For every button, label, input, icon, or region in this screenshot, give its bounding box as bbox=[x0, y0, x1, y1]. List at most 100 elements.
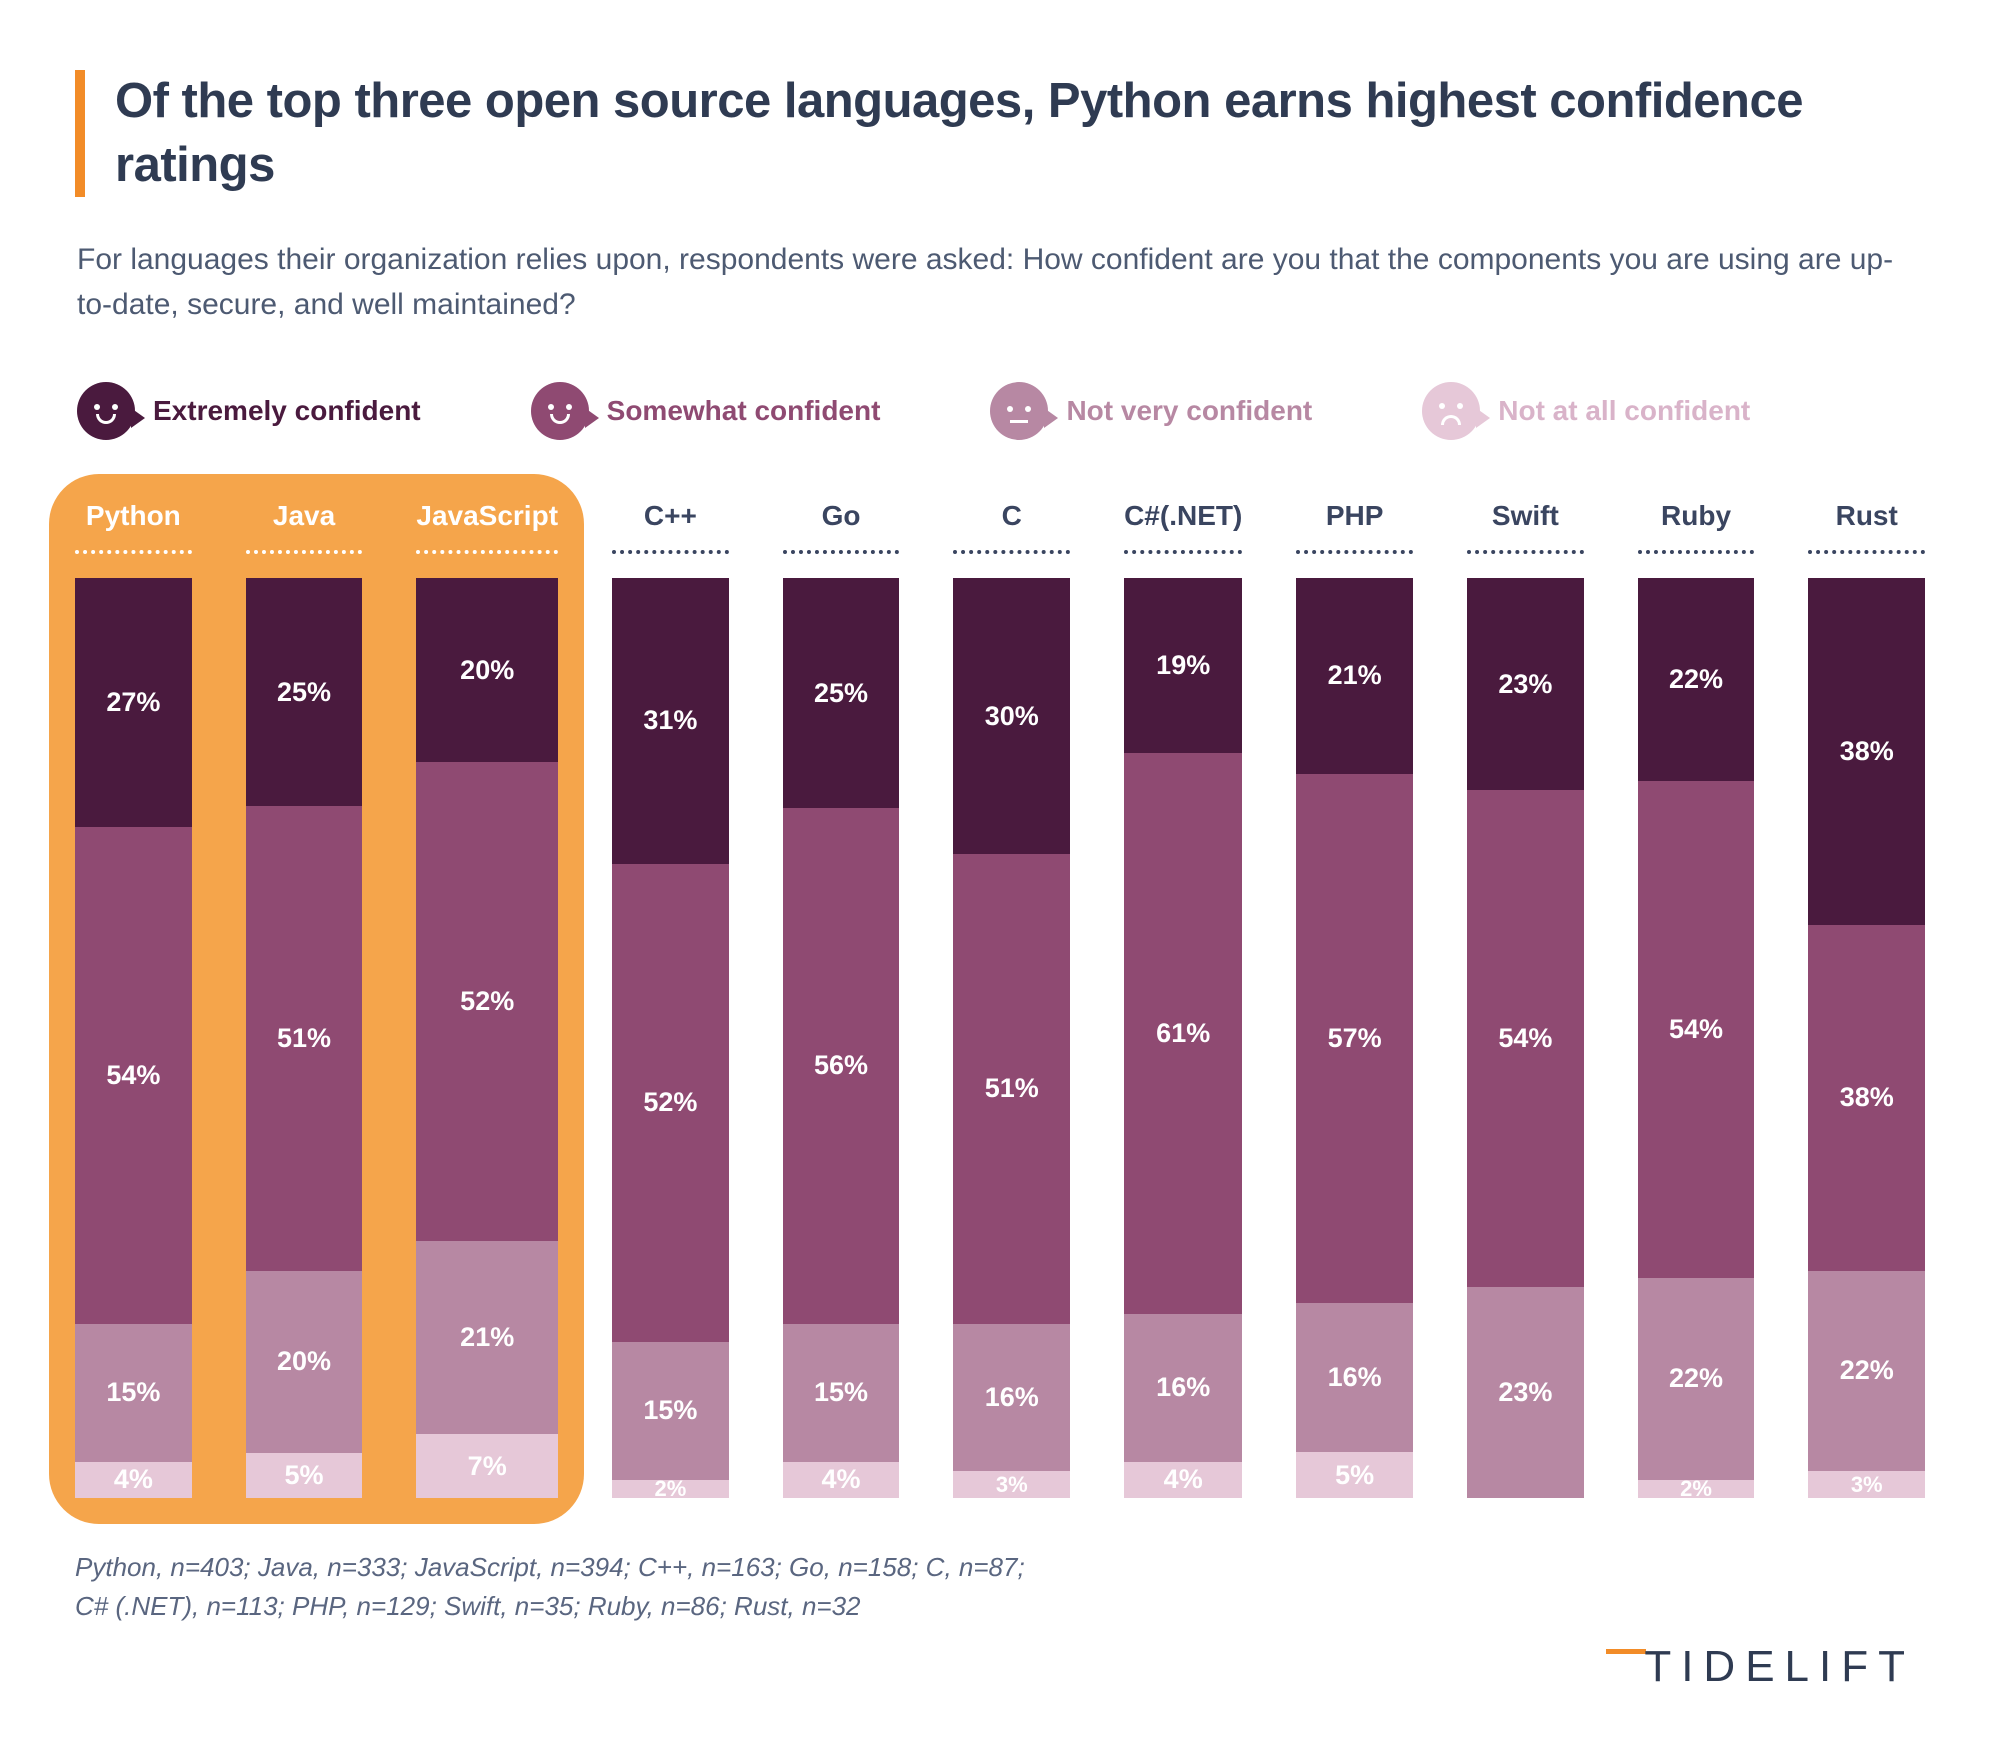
stacked-bar: 25%56%15%4% bbox=[783, 578, 900, 1498]
column-label: Rust bbox=[1836, 500, 1898, 540]
bar-segment: 27% bbox=[75, 578, 192, 826]
legend-label: Somewhat confident bbox=[607, 395, 881, 427]
column-label: Python bbox=[86, 500, 181, 540]
chart-column: Go 25%56%15%4% bbox=[783, 500, 900, 1498]
bar-segment: 2% bbox=[612, 1480, 729, 1498]
bar-segment: 3% bbox=[953, 1471, 1070, 1499]
legend-face-icon bbox=[77, 382, 135, 440]
bar-segment: 52% bbox=[416, 762, 558, 1240]
stacked-bar: 19%61%16%4% bbox=[1124, 578, 1242, 1498]
bar-segment: 20% bbox=[246, 1271, 363, 1453]
column-label: Go bbox=[822, 500, 861, 540]
bar-segment: 16% bbox=[1296, 1303, 1413, 1452]
chart-column: C 30%51%16%3% bbox=[953, 500, 1070, 1498]
bar-segment: 4% bbox=[783, 1462, 900, 1499]
legend-item: Not very confident bbox=[990, 382, 1312, 440]
bar-segment: 38% bbox=[1808, 925, 1925, 1271]
bar-segment: 30% bbox=[953, 578, 1070, 854]
stacked-bar: 25%51%20%5% bbox=[246, 578, 363, 1498]
column-divider bbox=[75, 550, 192, 554]
bar-segment: 54% bbox=[1638, 781, 1755, 1278]
chart-area: Python27%54%15%4%Java25%51%20%5%JavaScri… bbox=[75, 500, 1925, 1498]
bar-segment: 56% bbox=[783, 808, 900, 1323]
chart-column: C++31%52%15%2% bbox=[612, 500, 729, 1498]
chart-column: JavaScript 20%52%21%7% bbox=[416, 500, 558, 1498]
bar-segment: 19% bbox=[1124, 578, 1242, 753]
chart-column: Ruby22%54%22%2% bbox=[1638, 500, 1755, 1498]
column-label: JavaScript bbox=[416, 500, 558, 540]
stacked-bar: 30%51%16%3% bbox=[953, 578, 1070, 1498]
chart-column: Java 25%51%20%5% bbox=[246, 500, 363, 1498]
bar-segment: 2% bbox=[1638, 1480, 1755, 1498]
column-divider bbox=[953, 550, 1070, 554]
stacked-bar: 21%57%16%5% bbox=[1296, 578, 1413, 1498]
bar-segment: 4% bbox=[75, 1462, 192, 1499]
bar-segment: 16% bbox=[953, 1324, 1070, 1471]
stacked-bar: 23%54%23% bbox=[1467, 578, 1584, 1498]
bar-segment: 61% bbox=[1124, 753, 1242, 1314]
chart-column: Swift 23%54%23% bbox=[1467, 500, 1584, 1498]
legend-item: Somewhat confident bbox=[531, 382, 881, 440]
column-label: C bbox=[1002, 500, 1022, 540]
column-divider bbox=[1296, 550, 1413, 554]
stacked-bar: 38%38%22%3% bbox=[1808, 578, 1925, 1498]
bar-segment: 15% bbox=[75, 1324, 192, 1462]
legend-item: Extremely confident bbox=[77, 382, 421, 440]
bar-segment: 31% bbox=[612, 578, 729, 863]
bar-segment: 21% bbox=[416, 1241, 558, 1434]
chart-title: Of the top three open source languages, … bbox=[115, 70, 1925, 197]
bar-segment: 23% bbox=[1467, 1287, 1584, 1499]
bar-segment: 22% bbox=[1638, 578, 1755, 780]
bar-segment: 16% bbox=[1124, 1314, 1242, 1461]
legend: Extremely confident Somewhat confident Not… bbox=[75, 382, 1925, 440]
stacked-bar: 27%54%15%4% bbox=[75, 578, 192, 1498]
legend-label: Not at all confident bbox=[1498, 395, 1750, 427]
column-divider bbox=[1638, 550, 1755, 554]
chart-subtitle: For languages their organization relies … bbox=[75, 237, 1925, 327]
bar-segment: 15% bbox=[783, 1324, 900, 1462]
legend-face-icon bbox=[990, 382, 1048, 440]
column-divider bbox=[1124, 550, 1242, 554]
bar-segment: 54% bbox=[1467, 790, 1584, 1287]
bar-segment: 22% bbox=[1638, 1278, 1755, 1480]
bar-segment: 51% bbox=[246, 806, 363, 1271]
column-divider bbox=[612, 550, 729, 554]
bar-segment: 4% bbox=[1124, 1462, 1242, 1499]
bar-segment: 3% bbox=[1808, 1471, 1925, 1498]
tidelift-logo: TIDELIFT bbox=[1606, 1642, 1915, 1692]
bar-segment: 25% bbox=[246, 578, 363, 806]
legend-item: Not at all confident bbox=[1422, 382, 1750, 440]
bar-segment: 23% bbox=[1467, 578, 1584, 790]
stacked-bar: 20%52%21%7% bbox=[416, 578, 558, 1498]
legend-label: Not very confident bbox=[1066, 395, 1312, 427]
bar-segment: 25% bbox=[783, 578, 900, 808]
bar-segment: 20% bbox=[416, 578, 558, 762]
bar-segment: 52% bbox=[612, 864, 729, 1342]
stacked-bar: 31%52%15%2% bbox=[612, 578, 729, 1498]
bar-segment: 22% bbox=[1808, 1271, 1925, 1471]
chart-column: PHP 21%57%16%5% bbox=[1296, 500, 1413, 1498]
bar-segment: 5% bbox=[1296, 1452, 1413, 1498]
column-divider bbox=[1467, 550, 1584, 554]
column-label: Java bbox=[273, 500, 335, 540]
stacked-bar-chart: Python27%54%15%4%Java25%51%20%5%JavaScri… bbox=[75, 500, 1925, 1498]
chart-column: Rust38%38%22%3% bbox=[1808, 500, 1925, 1498]
legend-label: Extremely confident bbox=[153, 395, 421, 427]
sample-size-footnote: Python, n=403; Java, n=333; JavaScript, … bbox=[75, 1548, 1925, 1626]
bar-segment: 38% bbox=[1808, 578, 1925, 924]
title-accent-bar bbox=[75, 70, 85, 197]
title-area: Of the top three open source languages, … bbox=[75, 70, 1925, 197]
column-divider bbox=[246, 550, 363, 554]
column-divider bbox=[416, 550, 558, 554]
logo-bar-icon bbox=[1606, 1649, 1646, 1654]
bar-segment: 15% bbox=[612, 1342, 729, 1480]
column-divider bbox=[783, 550, 900, 554]
column-label: PHP bbox=[1326, 500, 1384, 540]
bar-segment: 21% bbox=[1296, 578, 1413, 773]
bar-segment: 7% bbox=[416, 1434, 558, 1498]
column-label: C#(.NET) bbox=[1124, 500, 1242, 540]
bar-segment: 57% bbox=[1296, 774, 1413, 1304]
column-divider bbox=[1808, 550, 1925, 554]
column-label: Swift bbox=[1492, 500, 1559, 540]
bar-segment: 51% bbox=[953, 854, 1070, 1323]
